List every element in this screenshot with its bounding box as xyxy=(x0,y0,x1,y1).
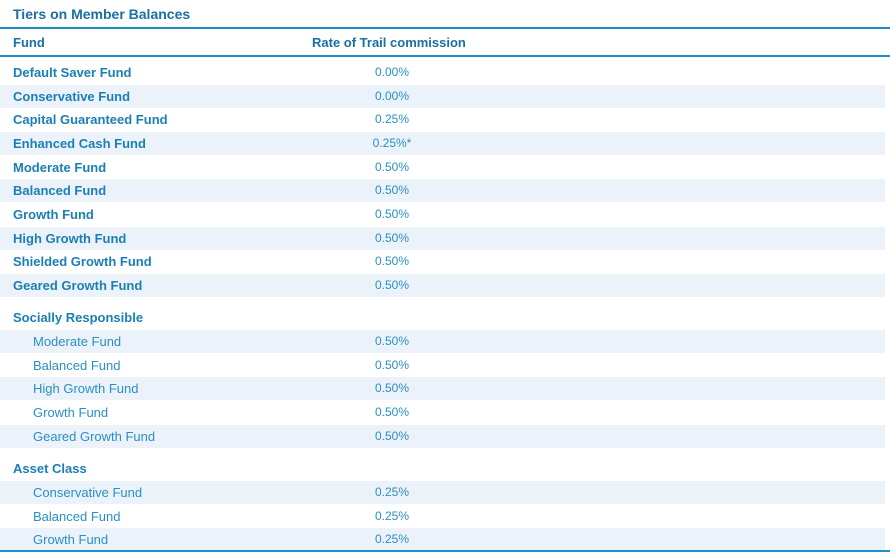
table-row: High Growth Fund 0.50% xyxy=(0,227,885,250)
table-row: Growth Fund 0.50% xyxy=(0,401,885,424)
fund-name: Growth Fund xyxy=(13,207,94,222)
fund-name: Default Saver Fund xyxy=(13,65,132,80)
header-rate: Rate of Trail commission xyxy=(312,35,466,50)
header-fund: Fund xyxy=(13,35,45,50)
table-row: Balanced Fund 0.25% xyxy=(0,505,885,528)
table-row: Shielded Growth Fund 0.50% xyxy=(0,250,885,273)
fund-rate: 0.50% xyxy=(374,278,410,292)
table-row: Geared Growth Fund 0.50% xyxy=(0,425,885,448)
table-row: Capital Guaranteed Fund 0.25% xyxy=(0,108,885,131)
fund-rate: 0.00% xyxy=(374,65,410,79)
table-row: Conservative Fund 0.25% xyxy=(0,481,885,504)
fund-rate: 0.25% xyxy=(374,532,410,546)
fund-name: Shielded Growth Fund xyxy=(13,254,152,269)
bottom-divider xyxy=(0,550,890,552)
fund-rate: 0.50% xyxy=(374,334,410,348)
fund-name: Capital Guaranteed Fund xyxy=(13,112,168,127)
fund-rate: 0.25% xyxy=(374,509,410,523)
table-row: Default Saver Fund 0.00% xyxy=(0,61,885,84)
fund-rate: 0.25% xyxy=(374,112,410,126)
fund-name: Geared Growth Fund xyxy=(33,429,156,444)
section-title-asset-class: Asset Class xyxy=(13,461,87,476)
fund-name: Geared Growth Fund xyxy=(13,278,143,293)
table-row: Conservative Fund 0.00% xyxy=(0,85,885,108)
fund-rate: 0.25% xyxy=(374,485,410,499)
fund-rate: 0.50% xyxy=(374,160,410,174)
fund-rate: 0.50% xyxy=(374,254,410,268)
fund-name: Moderate Fund xyxy=(33,334,122,349)
fund-name: Enhanced Cash Fund xyxy=(13,136,146,151)
fund-name: Moderate Fund xyxy=(13,160,107,175)
fund-name: Conservative Fund xyxy=(13,89,131,104)
table-row: Geared Growth Fund 0.50% xyxy=(0,274,885,297)
fund-name: High Growth Fund xyxy=(33,381,139,396)
fund-name: Growth Fund xyxy=(33,405,109,420)
table-title: Tiers on Member Balances xyxy=(13,6,191,22)
fund-rate: 0.50% xyxy=(374,358,410,372)
section-title-socially-responsible: Socially Responsible xyxy=(13,310,144,325)
fund-rate: 0.50% xyxy=(374,429,410,443)
fund-rate: 0.50% xyxy=(374,183,410,197)
fund-name: Conservative Fund xyxy=(33,485,143,500)
fund-name: Growth Fund xyxy=(33,532,109,547)
table-row: Balanced Fund 0.50% xyxy=(0,179,885,202)
top-divider xyxy=(0,27,890,29)
table-header: Fund Rate of Trail commission xyxy=(0,31,890,55)
table-row: Growth Fund 0.50% xyxy=(0,203,885,226)
fund-rate: 0.00% xyxy=(374,89,410,103)
table-row: Enhanced Cash Fund 0.25%* xyxy=(0,132,885,155)
fund-rate: 0.50% xyxy=(374,405,410,419)
fund-rate: 0.50% xyxy=(374,381,410,395)
fund-rate: 0.50% xyxy=(374,207,410,221)
fund-rate: 0.25%* xyxy=(372,136,412,150)
fund-name: Balanced Fund xyxy=(33,358,121,373)
fund-name: High Growth Fund xyxy=(13,231,127,246)
table-row: Moderate Fund 0.50% xyxy=(0,156,885,179)
fund-rate: 0.50% xyxy=(374,231,410,245)
fund-name: Balanced Fund xyxy=(13,183,107,198)
table-row: Growth Fund 0.25% xyxy=(0,528,885,551)
table-row: Moderate Fund 0.50% xyxy=(0,330,885,353)
table-row: Balanced Fund 0.50% xyxy=(0,354,885,377)
header-divider xyxy=(0,55,890,57)
fund-name: Balanced Fund xyxy=(33,509,121,524)
table-row: High Growth Fund 0.50% xyxy=(0,377,885,400)
